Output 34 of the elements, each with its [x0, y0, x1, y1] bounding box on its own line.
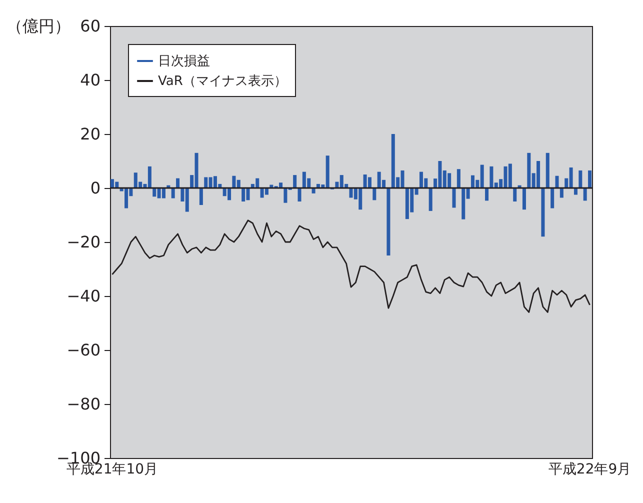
bar — [485, 188, 489, 201]
bar — [176, 178, 180, 188]
bar — [199, 188, 203, 206]
bar — [541, 188, 545, 237]
bar — [428, 188, 432, 211]
bar — [298, 188, 302, 202]
y-axis-title: （億円） — [6, 16, 70, 36]
bar — [372, 188, 376, 200]
bar — [386, 188, 390, 256]
x-tick-label: 平成22年9月 — [548, 462, 632, 478]
y-tick-label: 0 — [90, 178, 100, 198]
bar — [513, 188, 517, 202]
y-tick-label: 40 — [80, 70, 100, 90]
y-tick-label: −40 — [66, 286, 100, 306]
bar — [162, 188, 166, 198]
bar — [588, 170, 592, 188]
bar — [456, 169, 460, 188]
bar — [583, 188, 587, 201]
legend-label: 日次損益 — [158, 54, 210, 69]
bar — [522, 188, 526, 210]
y-tick-label: −80 — [66, 394, 100, 414]
y-tick-label: 20 — [80, 124, 100, 144]
bar — [171, 188, 175, 198]
y-tick-label: 60 — [80, 16, 100, 36]
bar — [452, 188, 456, 208]
bar — [555, 176, 559, 188]
legend-label: VaR（マイナス表示） — [158, 74, 287, 89]
y-tick-label: −60 — [66, 340, 100, 360]
bar — [578, 170, 582, 188]
bar — [368, 177, 372, 188]
bar — [550, 188, 554, 208]
bar — [546, 152, 550, 188]
bar — [293, 175, 297, 188]
y-tick-label: −20 — [66, 232, 100, 252]
